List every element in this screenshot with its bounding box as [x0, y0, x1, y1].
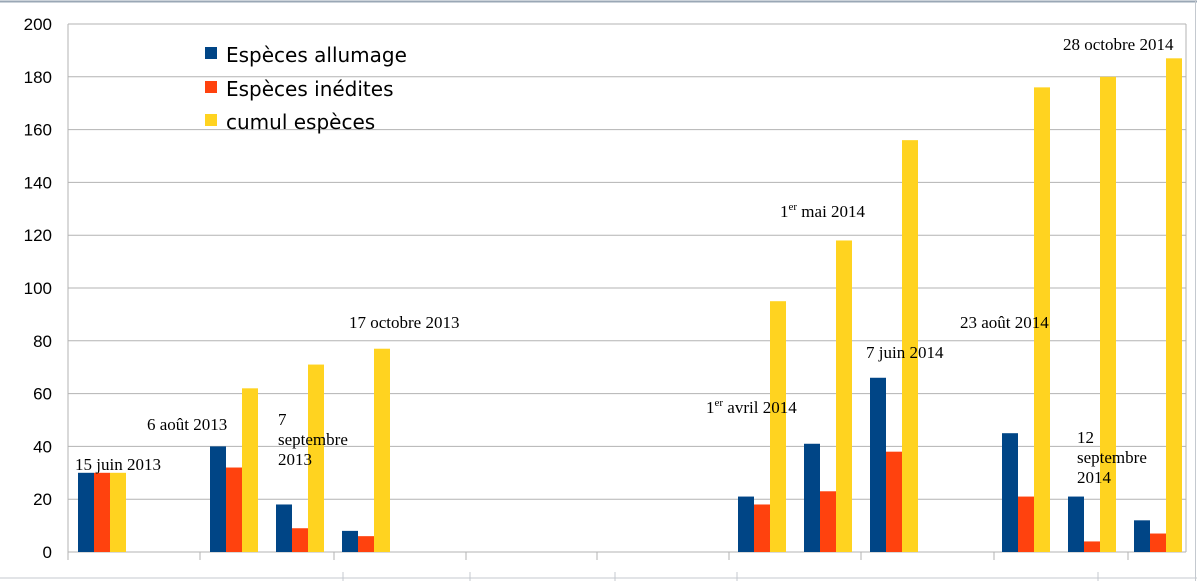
y-tick-label: 120 [24, 226, 52, 245]
bar [1166, 58, 1182, 552]
y-tick-label: 180 [24, 68, 52, 87]
y-tick-label: 100 [24, 279, 52, 298]
bar [308, 364, 324, 552]
date-annotation: 17 octobre 2013 [349, 313, 459, 332]
bar [94, 472, 110, 552]
y-tick-label: 40 [33, 437, 52, 456]
bar [804, 443, 820, 552]
y-tick-label: 200 [24, 15, 52, 34]
bar [870, 377, 886, 552]
y-tick-label: 160 [24, 121, 52, 140]
bar [836, 240, 852, 553]
date-annotation: 7 juin 2014 [866, 343, 944, 362]
bar [1084, 541, 1100, 552]
bar [374, 348, 390, 552]
bar [902, 140, 918, 552]
y-tick-label: 80 [33, 332, 52, 351]
date-annotation: 12 septembre 2014 [1077, 428, 1147, 487]
legend-label: Espèces allumage [226, 43, 407, 67]
date-annotation: 28 octobre 2014 [1063, 35, 1174, 54]
date-annotation: 15 juin 2013 [75, 455, 161, 474]
date-annotation: 1er avril 2014 [706, 397, 797, 417]
y-tick-label: 20 [33, 490, 52, 509]
bar [358, 536, 374, 552]
bar [226, 467, 242, 552]
y-tick-label: 140 [24, 173, 52, 192]
y-tick-label: 60 [33, 385, 52, 404]
date-annotation: 6 août 2013 [147, 415, 227, 434]
bar [1100, 76, 1116, 553]
legend-swatch [205, 47, 217, 59]
bar [1134, 520, 1150, 552]
bar [886, 451, 902, 552]
bar [1002, 433, 1018, 552]
bar [820, 491, 836, 552]
bar [738, 496, 754, 552]
bar [210, 446, 226, 552]
legend-swatch [205, 114, 217, 126]
bar [1034, 87, 1050, 553]
bar [242, 388, 258, 552]
legend-label: cumul espèces [226, 110, 375, 134]
y-tick-label: 0 [43, 543, 52, 562]
bar [110, 472, 126, 552]
bar [276, 504, 292, 552]
bar [78, 472, 94, 552]
bar [292, 528, 308, 552]
bar [754, 504, 770, 552]
legend-swatch [205, 81, 217, 93]
date-annotation: 23 août 2014 [960, 313, 1049, 332]
date-annotation: 1er mai 2014 [780, 201, 866, 221]
bar [1068, 496, 1084, 552]
date-annotation: 7 septembre 2013 [278, 410, 348, 469]
bar [770, 301, 786, 552]
bar [342, 530, 358, 552]
legend-label: Espèces inédites [226, 77, 394, 101]
bar [1150, 533, 1166, 552]
bar [1018, 496, 1034, 552]
